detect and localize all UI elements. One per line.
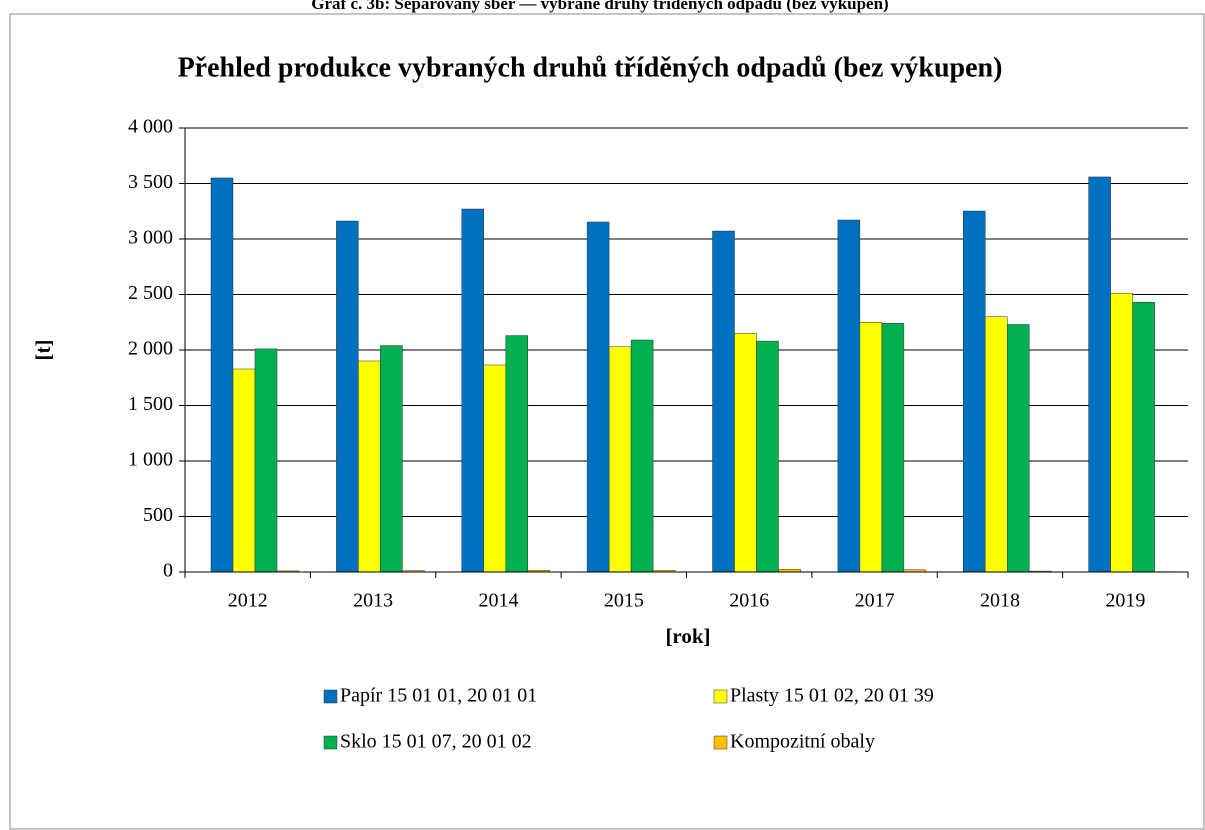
x-tick-label: 2013 — [353, 590, 393, 612]
bar — [1132, 302, 1155, 573]
bar — [586, 221, 610, 573]
bar — [254, 348, 278, 573]
chart-title: Přehled produkce vybraných druhů tříděný… — [178, 52, 1003, 83]
legend-swatch — [713, 735, 728, 750]
y-axis-label: [t] — [31, 340, 55, 361]
bar — [756, 340, 779, 573]
legend-label: Papír 15 01 01, 20 01 01 — [340, 685, 537, 707]
legend-swatch — [713, 689, 728, 704]
bar — [985, 316, 1008, 573]
y-tick-label: 2 500 — [128, 282, 173, 304]
y-tick-label: 3 500 — [128, 171, 173, 193]
bar — [881, 323, 905, 573]
bar — [630, 339, 654, 573]
x-tick-label: 2016 — [729, 590, 769, 612]
bar — [608, 346, 632, 573]
x-tick-label: 2018 — [980, 590, 1020, 612]
y-tick-label: 2 000 — [128, 338, 173, 360]
legend-swatch — [323, 735, 338, 750]
legend-label: Plasty 15 01 02, 20 01 39 — [730, 685, 934, 707]
bar — [461, 208, 484, 573]
bar — [505, 335, 528, 573]
y-tick-label: 3 000 — [128, 227, 173, 249]
x-tick-label: 2014 — [478, 590, 518, 612]
y-tick-label: 1 500 — [128, 393, 173, 415]
y-tick-label: 1 000 — [128, 449, 173, 471]
bar — [483, 364, 506, 573]
y-tick-label: 4 000 — [128, 116, 173, 138]
x-tick-label: 2015 — [604, 590, 644, 612]
bar — [1007, 324, 1030, 573]
bar — [380, 345, 403, 573]
bar — [232, 368, 256, 573]
bar — [210, 177, 234, 573]
legend-label: Kompozitní obaly — [730, 731, 875, 753]
legend-swatch — [323, 689, 338, 704]
bar — [859, 322, 883, 573]
bar — [712, 230, 735, 573]
x-tick-label: 2017 — [855, 590, 895, 612]
caption: Graf č. 3b: Separovaný sběr — vybrané dr… — [311, 0, 888, 13]
y-tick-label: 500 — [143, 504, 173, 526]
bar — [1110, 293, 1133, 573]
x-tick-label: 2019 — [1105, 590, 1145, 612]
y-tick-label: 0 — [163, 560, 173, 582]
legend-label: Sklo 15 01 07, 20 01 02 — [340, 731, 532, 753]
bar — [336, 220, 359, 573]
x-tick-label: 2012 — [228, 590, 268, 612]
x-axis-label: [rok] — [665, 624, 710, 648]
bar — [734, 333, 757, 573]
bar — [358, 360, 381, 573]
bar — [1088, 176, 1111, 573]
bar — [963, 210, 986, 573]
bar — [837, 219, 861, 573]
